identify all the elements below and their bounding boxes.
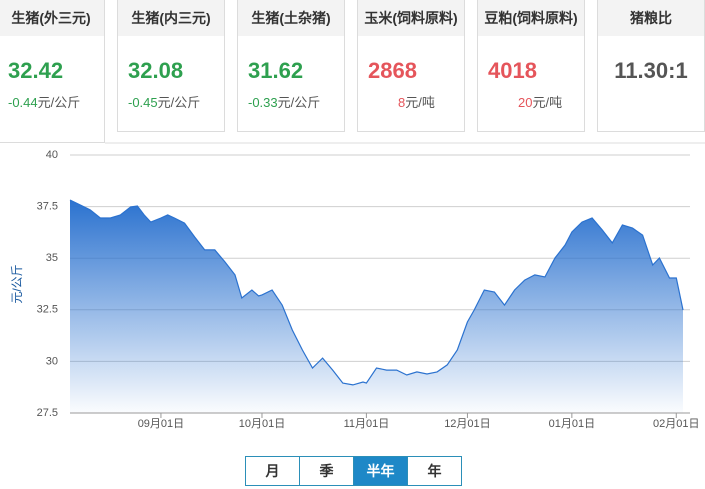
card-title: 生猪(外三元) bbox=[0, 0, 104, 36]
price-card: 生猪(外三元) 32.42 -0.44元/公斤 bbox=[0, 0, 105, 143]
card-title: 生猪(内三元) bbox=[118, 0, 224, 36]
x-tick-label: 09月01日 bbox=[138, 418, 184, 430]
change-unit: 元/吨 bbox=[405, 95, 435, 110]
card-title: 猪粮比 bbox=[598, 0, 704, 36]
price-card: 玉米(饲料原料) 2868 8元/吨 bbox=[357, 0, 465, 132]
card-change: -0.45元/公斤 bbox=[128, 92, 224, 111]
y-tick-label: 40 bbox=[46, 149, 58, 161]
price-card: 生猪(土杂猪) 31.62 -0.33元/公斤 bbox=[237, 0, 345, 132]
change-value: -0.44 bbox=[8, 95, 38, 110]
area-fill bbox=[70, 200, 683, 413]
y-tick-label: 30 bbox=[46, 355, 58, 367]
x-tick-label: 01月01日 bbox=[549, 418, 595, 430]
card-change: -0.33元/公斤 bbox=[248, 92, 344, 111]
change-value: -0.45 bbox=[128, 95, 158, 110]
price-card: 猪粮比 11.30:1 bbox=[597, 0, 705, 132]
y-axis-label: 元/公斤 bbox=[10, 264, 24, 303]
y-tick-label: 27.5 bbox=[37, 407, 58, 419]
change-value: -0.33 bbox=[248, 95, 278, 110]
range-button[interactable]: 年 bbox=[408, 457, 461, 485]
card-change: 20元/吨 bbox=[518, 92, 584, 111]
range-button[interactable]: 月 bbox=[246, 457, 300, 485]
card-change: -0.44元/公斤 bbox=[8, 92, 104, 111]
change-unit: 元/吨 bbox=[532, 95, 563, 110]
card-change: 8元/吨 bbox=[398, 92, 464, 111]
change-unit: 元/公斤 bbox=[157, 95, 201, 110]
price-card: 豆粕(饲料原料) 4018 20元/吨 bbox=[477, 0, 585, 132]
area-line bbox=[69, 199, 684, 386]
y-tick-label: 32.5 bbox=[37, 304, 58, 316]
card-price: 32.42 bbox=[8, 58, 64, 83]
change-unit: 元/公斤 bbox=[37, 95, 81, 110]
card-price: 11.30:1 bbox=[614, 58, 688, 83]
card-price: 2868 bbox=[368, 58, 417, 83]
range-buttons: 月季半年年 bbox=[245, 456, 462, 486]
range-button[interactable]: 半年 bbox=[354, 457, 408, 485]
price-card: 生猪(内三元) 32.08 -0.45元/公斤 bbox=[117, 0, 225, 132]
change-value: 8 bbox=[398, 95, 406, 110]
card-title: 玉米(饲料原料) bbox=[358, 0, 464, 36]
card-title: 生猪(土杂猪) bbox=[238, 0, 344, 36]
x-tick-label: 12月01日 bbox=[444, 418, 490, 430]
change-unit: 元/公斤 bbox=[277, 95, 321, 110]
card-title: 豆粕(饲料原料) bbox=[478, 0, 584, 36]
card-price: 31.62 bbox=[248, 58, 304, 83]
y-tick-label: 35 bbox=[46, 252, 58, 264]
x-tick-label: 02月01日 bbox=[653, 418, 699, 430]
card-price: 32.08 bbox=[128, 58, 184, 83]
x-tick-label: 11月01日 bbox=[344, 418, 390, 430]
change-value: 20 bbox=[518, 95, 533, 110]
x-tick-label: 10月01日 bbox=[239, 418, 285, 430]
range-button[interactable]: 季 bbox=[300, 457, 354, 485]
card-price: 4018 bbox=[488, 58, 537, 83]
y-tick-label: 37.5 bbox=[37, 201, 58, 213]
